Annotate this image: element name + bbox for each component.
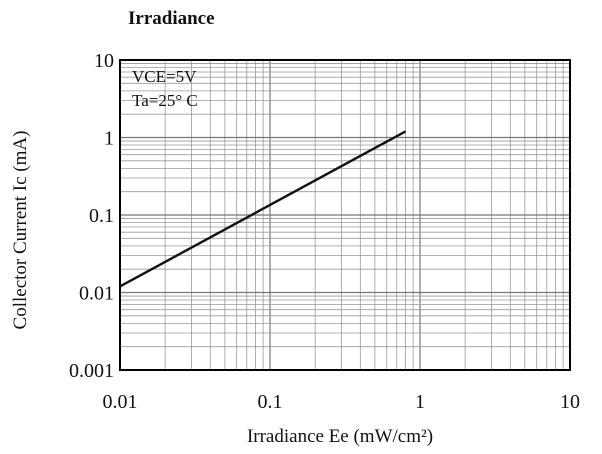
y-tick-label: 0.01	[79, 283, 114, 305]
annotation-vce: VCE=5V	[132, 67, 197, 86]
x-tick-label: 1	[415, 391, 425, 413]
grid-layer	[119, 60, 570, 371]
plot-frame	[119, 59, 571, 371]
annotation-ta: Ta=25° C	[132, 91, 198, 110]
y-tick-label: 0.001	[69, 360, 114, 382]
x-tick-label: 0.1	[258, 391, 283, 413]
tick-layer: 0.01 0.1 1 10 0.001 0.01 0.1 1 10	[69, 50, 580, 413]
chart-title: Irradiance	[128, 8, 215, 29]
y-tick-label: 1	[104, 128, 114, 150]
y-tick-label: 0.1	[89, 205, 114, 227]
x-tick-label: 0.01	[103, 391, 138, 413]
y-axis-label: Collector Current Ic (mA)	[10, 131, 31, 330]
x-axis-label: Irradiance Ee (mW/cm²)	[247, 426, 433, 447]
x-tick-label: 10	[560, 391, 580, 413]
y-tick-label: 10	[94, 50, 114, 72]
series-layer	[119, 130, 407, 288]
series-line	[119, 130, 407, 288]
